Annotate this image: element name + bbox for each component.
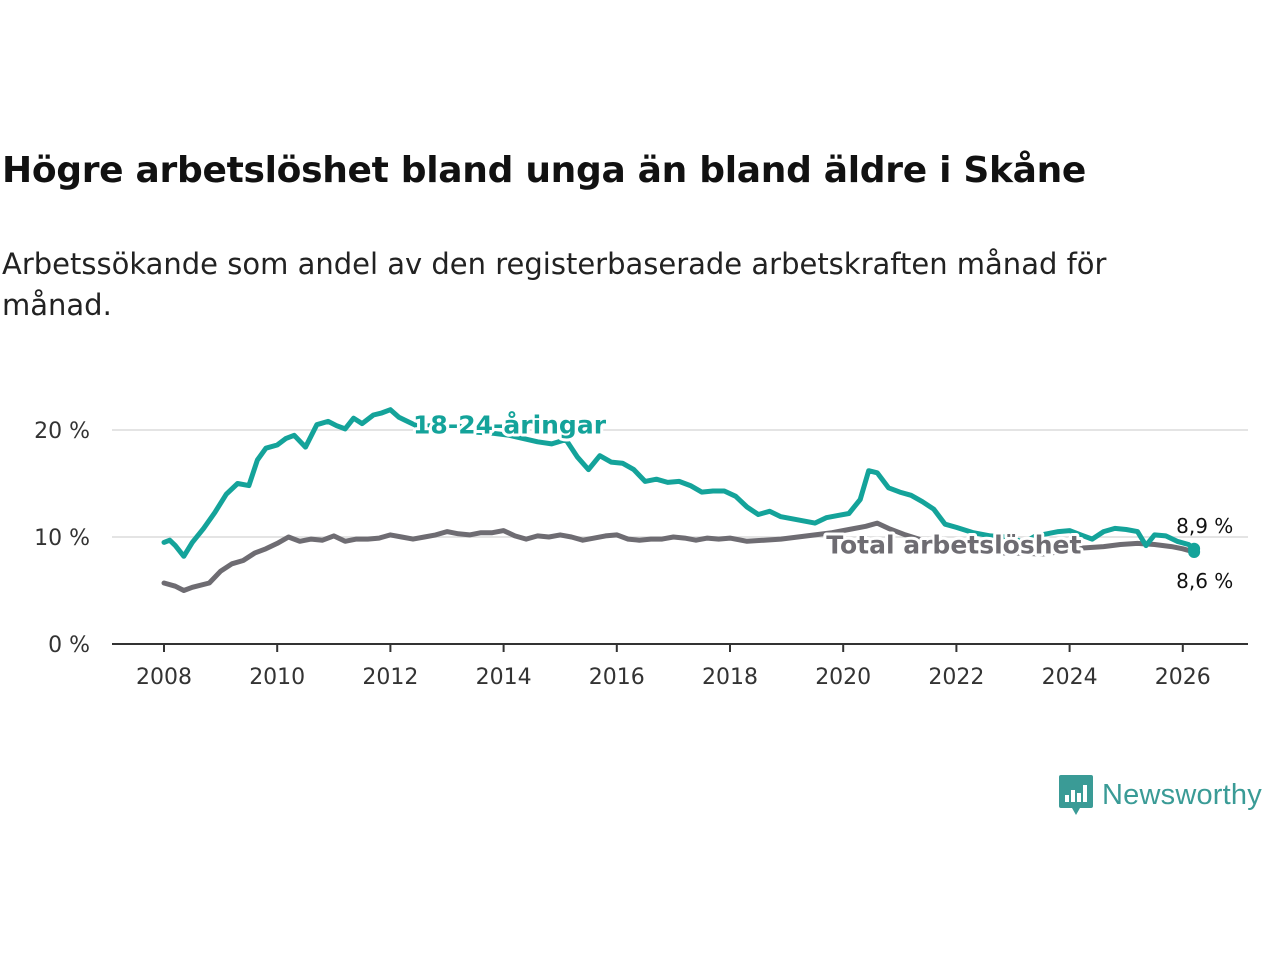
x-tick-label: 2016 [589, 665, 645, 690]
brand-name: Newsworthy [1102, 778, 1262, 811]
x-tick-label: 2012 [362, 665, 418, 690]
series-end-point [1188, 545, 1201, 558]
series-label-total: Total arbetslöshet [826, 530, 1081, 559]
series-line [161, 520, 1197, 593]
x-tick-label: 2022 [928, 665, 984, 690]
x-tick-label: 2014 [476, 665, 532, 690]
chart-subtitle: Arbetssökande som andel av den registerb… [2, 247, 1107, 322]
x-tick-label: 2020 [815, 665, 871, 690]
series-end-label: 8,9 % [1176, 514, 1233, 538]
line-chart: 0 % 10 % 20 % 2008 2010 2012 2014 2016 2018 2020 2… [34, 407, 1248, 690]
x-tick-label: 2026 [1155, 665, 1211, 690]
series-end-label: 8,6 % [1176, 569, 1233, 593]
y-tick-label: 10 % [34, 526, 90, 551]
series-lines [161, 407, 1201, 593]
series-label-youth: 18-24-åringar [413, 411, 607, 440]
x-tick-label: 2018 [702, 665, 758, 690]
chart-title: Högre arbetslöshet bland unga än bland ä… [2, 150, 1087, 191]
x-tick-label: 2024 [1042, 665, 1098, 690]
axes: 0 % 10 % 20 % 2008 2010 2012 2014 2016 2018 2020 2… [34, 419, 1248, 690]
y-tick-label: 0 % [48, 633, 90, 658]
newsworthy-logo-icon [1059, 775, 1093, 815]
y-tick-label: 20 % [34, 419, 90, 444]
series-line [161, 407, 1197, 559]
brand-logo: Newsworthy [1058, 773, 1262, 817]
x-tick-label: 2010 [249, 665, 305, 690]
series-labels: 8,9 % 8,6 % 18-24-åringar Total arbetslöshe… [410, 408, 1233, 593]
x-tick-label: 2008 [136, 665, 192, 690]
